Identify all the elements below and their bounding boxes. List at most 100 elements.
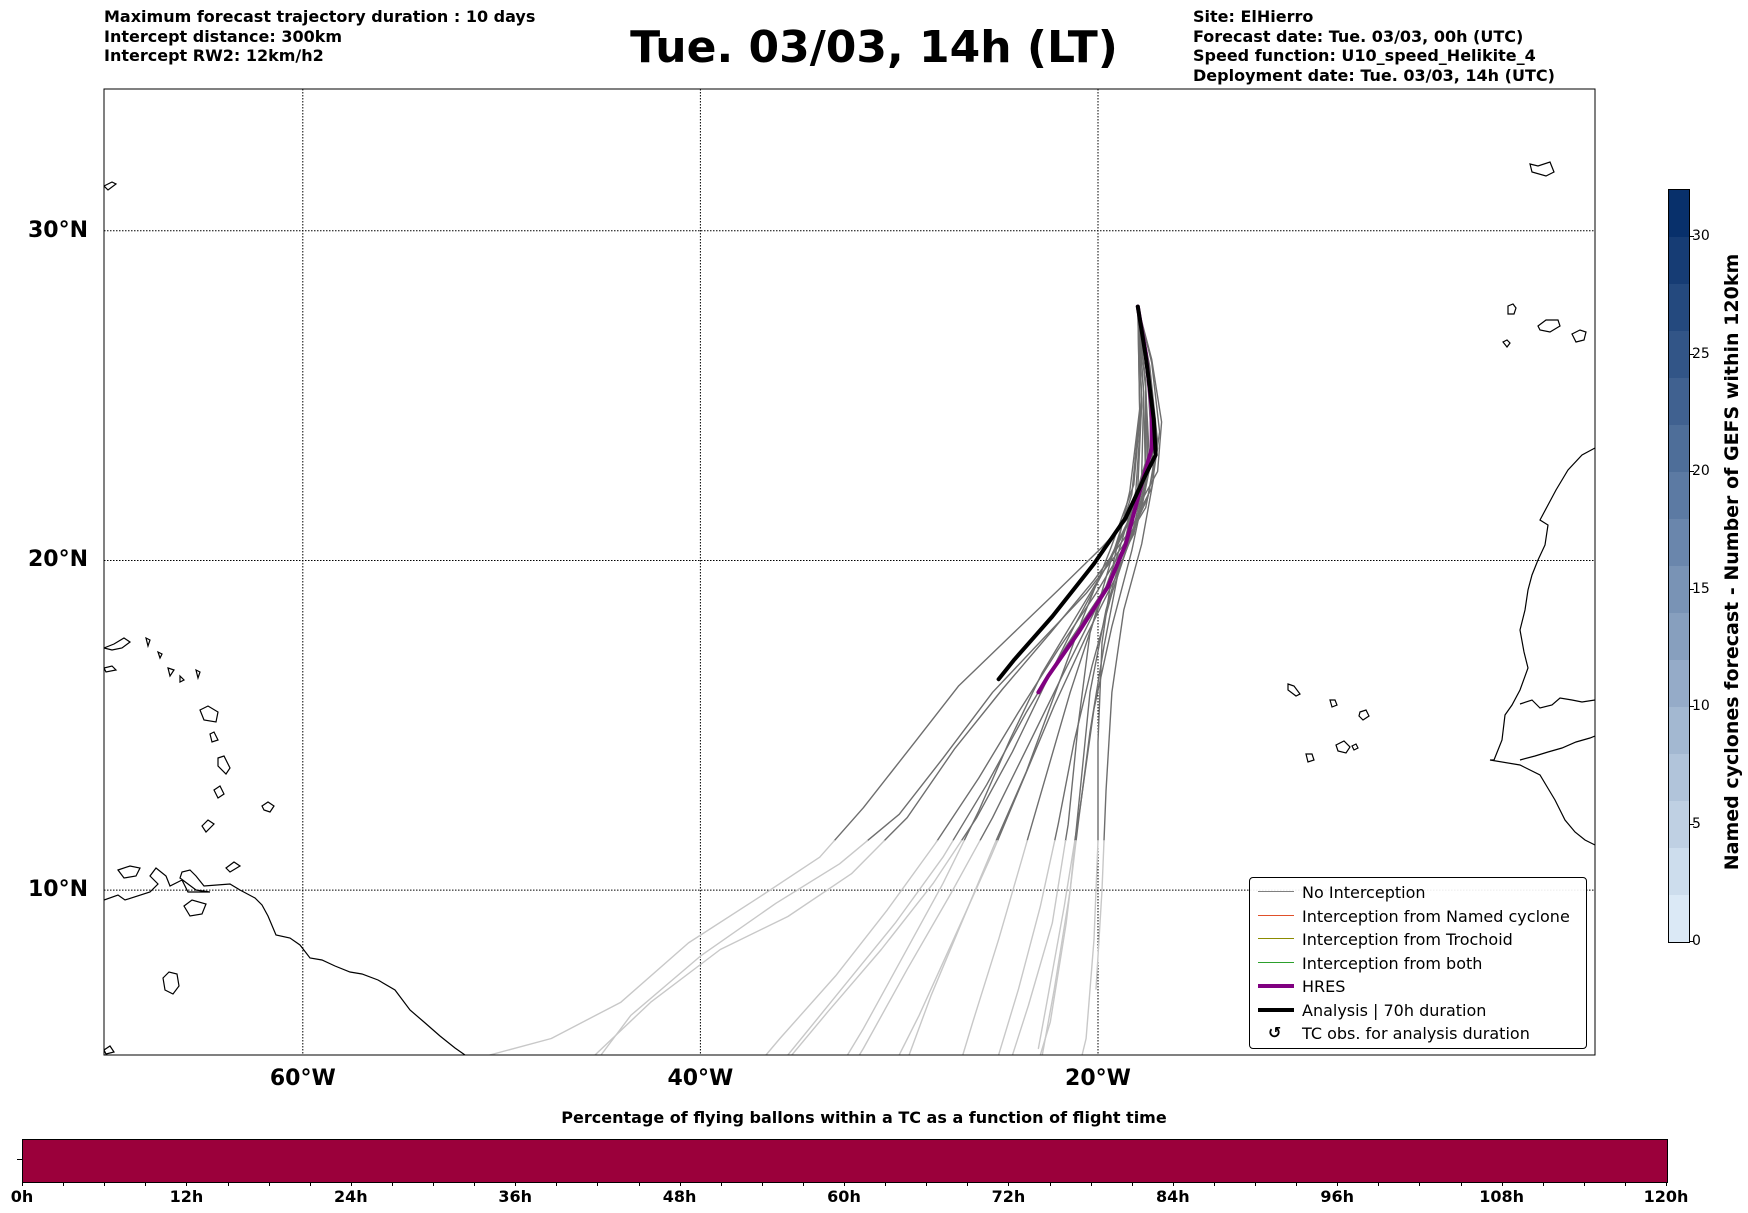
caribbean-coastline [104,181,118,191]
time-tick-mark [268,1182,270,1186]
island [1329,699,1338,708]
caribbean-coastline [145,636,201,683]
time-tick-mark [1460,1182,1462,1186]
colorbar-tick-mark [1689,706,1694,707]
header-right-line: Site: ElHierro [1193,7,1314,26]
ensemble-track-late [1095,840,1105,990]
ensemble-track-late [846,840,965,1055]
island [1335,740,1351,754]
time-tick-mark [63,1182,65,1186]
time-tick-mark [1624,1182,1626,1186]
time-tick-mark [104,1182,106,1186]
page-title: Tue. 03/03, 14h (LT) [630,22,1118,73]
colorbar-tick: 15 [1692,580,1710,597]
legend-item: ↺ TC obs. for analysis duration [1250,1022,1586,1045]
lat-label: 10°N [27,877,88,903]
legend-swatch [1258,961,1294,963]
island [1358,709,1370,721]
lat-label: 30°N [27,217,88,243]
time-tick-mark [597,1182,599,1186]
header-right-line: Deployment date: Tue. 03/03, 14h (UTC) [1193,65,1555,85]
time-tick-mark [967,1182,969,1186]
ensemble-track-late [765,840,938,1055]
time-tick-mark [309,1182,311,1186]
island [1529,161,1555,177]
legend-swatch [1258,891,1294,892]
colorbar [1668,189,1690,943]
legend-label: Interception from Trochoid [1302,930,1513,949]
time-tick-mark [1090,1182,1092,1186]
ensemble-track-late [1011,840,1067,1055]
colorbar-tick-mark [1689,823,1694,825]
time-tick-mark [433,1182,434,1186]
ensemble-track-late [791,840,963,1055]
caribbean-coastline [104,1045,115,1055]
time-tick-mark [679,1182,681,1186]
legend-item: Analysis | 70h duration [1250,999,1586,1022]
legend-swatch [1258,984,1294,988]
colorbar-tick-mark [1689,588,1694,590]
ensemble-track-late [898,840,999,1055]
colorbar-tick: 0 [1692,933,1701,949]
legend-label: Interception from both [1302,953,1483,973]
percentage-bar [22,1139,1668,1183]
ensemble-track-late [489,840,835,1055]
trajectory-tracks [489,304,1163,1055]
percentage-bar-title: Percentage of flying ballons within a TC… [561,1108,1167,1127]
caribbean-coastline [104,867,466,1055]
time-tick-mark [1255,1182,1256,1186]
header-right-line: Speed function: U10_speed_Helikite_4 [1193,46,1536,65]
caribbean-coastline [213,785,225,799]
caribbean-coastline [104,637,132,651]
time-tick-label: 120h [1643,1187,1689,1206]
time-tick-mark [1666,1182,1667,1186]
legend-item: Interception from both [1250,952,1586,975]
caribbean-coastline [209,731,219,743]
legend-item: Interception from Trochoid [1250,928,1586,951]
legend-item: HRES [1250,975,1586,998]
time-tick-mark [1049,1182,1051,1186]
caribbean-coastline [217,755,231,775]
time-tick-mark [1296,1182,1298,1186]
legend-item: No Interception [1250,881,1586,904]
lon-label: 20°W [1065,1066,1131,1091]
time-tick-mark [926,1182,928,1186]
lon-label: 40°W [667,1066,734,1091]
ensemble-track-late [962,840,1028,1055]
time-tick-label: 12h [169,1187,204,1206]
caribbean-coastline [199,705,219,723]
ensemble-track-late [908,840,997,1055]
time-tick-mark [1131,1182,1133,1186]
ensemble-track [833,305,1163,842]
time-tick-mark [186,1182,188,1186]
time-tick-mark [720,1182,722,1186]
time-tick-label: 96h [1320,1187,1355,1206]
island [1537,319,1561,333]
cyclone-icon: ↺ [1268,1023,1282,1042]
legend-swatch [1258,1007,1294,1012]
time-tick-mark [1008,1182,1010,1186]
colorbar-tick: 20 [1692,463,1710,479]
caribbean-coastline [183,899,207,917]
coastlines [104,161,1595,1055]
africa-coastline [1519,697,1595,709]
time-tick-mark [802,1182,804,1186]
legend-label: Analysis | 70h duration [1302,1000,1487,1020]
legend-label: TC obs. for analysis duration [1302,1024,1530,1043]
ensemble-track-late [1081,840,1099,1055]
caribbean-coastline [162,971,180,995]
colorbar-tick: 25 [1692,345,1710,362]
ensemble-track-late [858,840,981,1055]
header-right: Site: ElHierro Forecast date: Tue. 03/03… [1193,7,1555,85]
time-tick-mark [350,1182,352,1186]
island [1571,329,1587,343]
ensemble-track [1075,305,1143,842]
ensemble-track-late [997,840,1056,1055]
time-tick-label: 84h [1155,1187,1190,1206]
caribbean-coastline [225,861,242,873]
lat-label: 20°N [27,547,88,573]
time-tick-mark [1213,1182,1215,1186]
time-tick-mark [1501,1182,1503,1186]
ensemble-track [883,305,1161,842]
colorbar-tick-mark [1689,236,1694,237]
